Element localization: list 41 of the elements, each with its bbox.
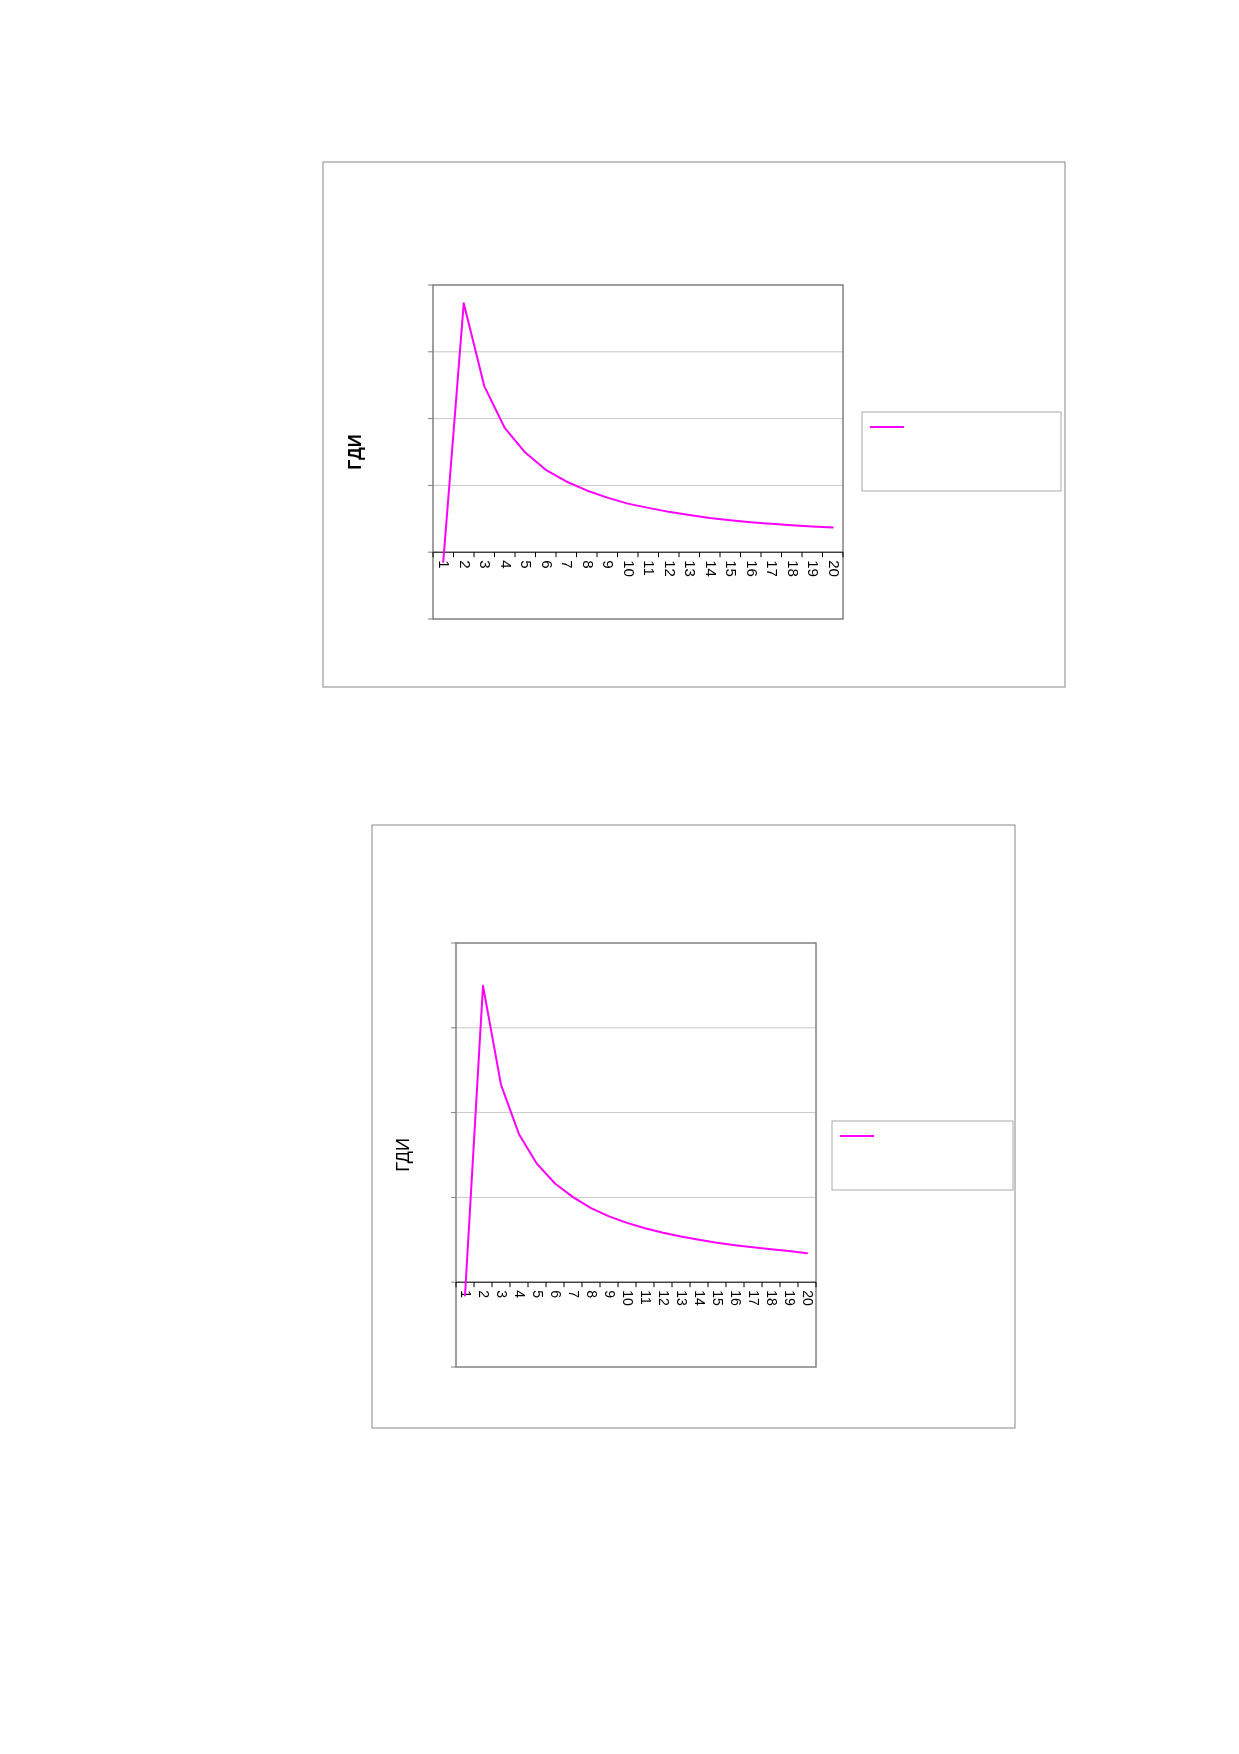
x-tick-label: 10 bbox=[620, 1290, 637, 1306]
x-tick-label: 6 bbox=[548, 1290, 565, 1299]
x-tick-label: 4 bbox=[497, 560, 515, 569]
x-tick-label: 3 bbox=[494, 1290, 511, 1299]
x-tick-label: 14 bbox=[702, 560, 720, 577]
x-tick-label: 11 bbox=[638, 1290, 655, 1305]
x-tick-label: 12 bbox=[656, 1290, 673, 1306]
x-tick-label: 15 bbox=[710, 1290, 727, 1306]
x-tick-label: 9 bbox=[600, 560, 618, 569]
x-tick-label: 6 bbox=[538, 560, 556, 569]
x-tick-label: 18 bbox=[764, 1290, 781, 1306]
x-tick-label: 3 bbox=[477, 560, 495, 569]
x-tick-label: 7 bbox=[559, 560, 577, 569]
x-tick-label: 1 bbox=[436, 560, 454, 569]
x-tick-label: 5 bbox=[518, 560, 536, 569]
x-tick-label: 8 bbox=[584, 1290, 601, 1299]
x-tick-label: 19 bbox=[782, 1290, 799, 1306]
x-tick-label: 14 bbox=[692, 1290, 709, 1306]
x-tick-label: 12 bbox=[661, 560, 679, 577]
x-tick-label: 15 bbox=[723, 560, 741, 577]
x-tick-label: 11 bbox=[641, 560, 659, 576]
x-tick-label: 8 bbox=[579, 560, 597, 569]
x-tick-label: 2 bbox=[476, 1290, 493, 1299]
x-tick-label: 4 bbox=[512, 1290, 529, 1299]
x-tick-label: 16 bbox=[728, 1290, 745, 1306]
text: ГДИ bbox=[392, 1138, 413, 1172]
x-tick-label: 16 bbox=[743, 560, 761, 577]
x-tick-label: 20 bbox=[800, 1290, 817, 1306]
x-tick-label: 2 bbox=[456, 560, 474, 569]
x-tick-label: 13 bbox=[674, 1290, 691, 1306]
x-tick-label: 9 bbox=[602, 1290, 619, 1299]
x-tick-label: 17 bbox=[746, 1290, 763, 1306]
x-tick-label: 19 bbox=[805, 560, 823, 577]
x-tick-label: 20 bbox=[825, 560, 843, 577]
x-tick-label: 17 bbox=[764, 560, 782, 577]
x-tick-label: 10 bbox=[620, 560, 638, 577]
x-tick-label: 13 bbox=[682, 560, 700, 577]
text: ГДИ bbox=[344, 434, 365, 470]
x-tick-label: 18 bbox=[784, 560, 802, 577]
x-tick-label: 7 bbox=[566, 1290, 583, 1299]
x-tick-label: 5 bbox=[530, 1290, 547, 1299]
